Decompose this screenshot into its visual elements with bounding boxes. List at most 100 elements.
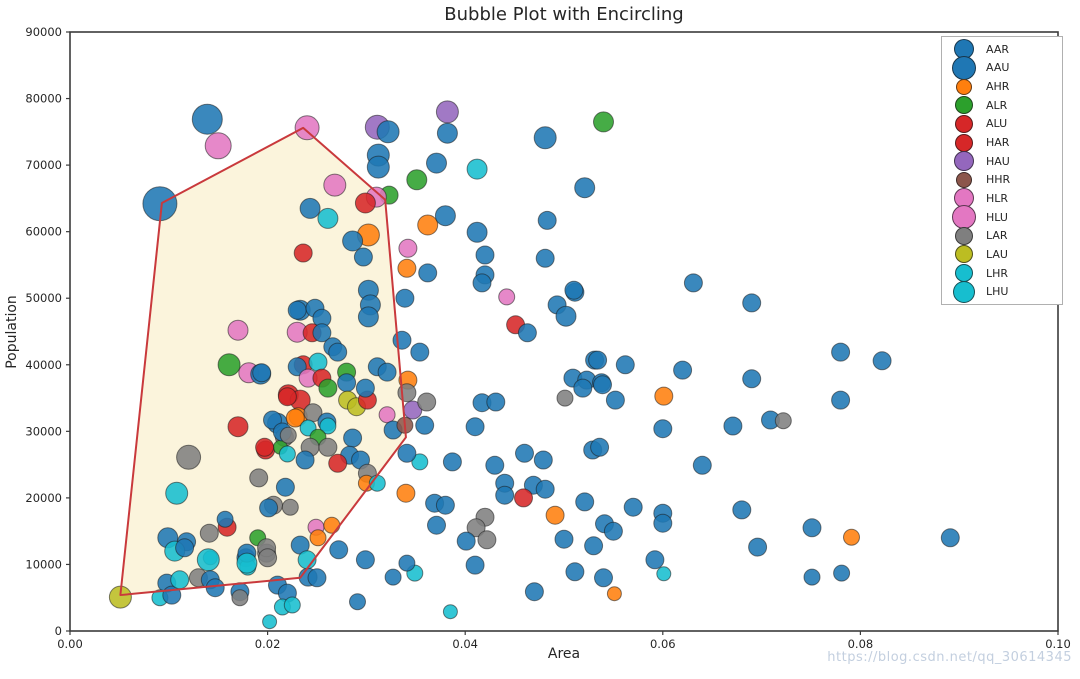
chart-title: Bubble Plot with Encircling: [444, 4, 684, 25]
y-tick-label: 80000: [25, 92, 62, 106]
legend-label-AHR: AHR: [986, 80, 1010, 94]
legend-label-AAR: AAR: [986, 42, 1009, 56]
scatter-point-AAR: [524, 582, 544, 602]
legend-marker-LAR: [955, 226, 973, 245]
legend-item-AAR: AAR: [942, 39, 1062, 60]
legend-item-AAU: AAU: [942, 55, 1062, 80]
legend-marker-cell: [942, 78, 986, 95]
scatter-point-AAU: [353, 247, 373, 267]
legend-label-ALU: ALU: [986, 117, 1008, 131]
scatter-point-ALU: [255, 437, 275, 457]
scatter-point-ALU: [328, 453, 348, 473]
scatter-point-AAR: [434, 205, 456, 227]
legend-label-LHU: LHU: [986, 285, 1009, 299]
legend-label-AAU: AAU: [986, 61, 1010, 75]
scatter-point-AAR: [673, 360, 693, 380]
legend-marker-cell: [942, 114, 986, 133]
scatter-point-AAR: [742, 293, 762, 313]
scatter-point-AAR: [653, 513, 673, 533]
legend-marker-AAU: [952, 55, 976, 80]
scatter-point-AAR: [555, 305, 577, 327]
legend-label-HAR: HAR: [986, 136, 1010, 150]
scatter-point-AAR: [748, 537, 768, 557]
watermark-url: https://blog.csdn.net/qq_30614345: [827, 650, 1072, 665]
legend-marker-cell: [942, 264, 986, 282]
scatter-point-AHR: [309, 529, 327, 547]
scatter-point-AAR: [392, 330, 412, 350]
scatter-point-AAR: [623, 497, 643, 517]
scatter-point-AAR: [485, 455, 505, 475]
scatter-point-HAR: [514, 488, 533, 508]
scatter-point-AAR: [475, 245, 495, 265]
scatter-point-AAR: [742, 369, 762, 389]
scatter-point-AAR: [565, 562, 585, 582]
scatter-point-ALR: [217, 353, 241, 377]
legend-item-HAU: HAU: [942, 151, 1062, 172]
scatter-point-AAR: [456, 531, 476, 551]
scatter-point-LAR: [281, 498, 299, 516]
scatter-point-AAR: [533, 450, 553, 470]
scatter-point-AAR: [588, 350, 608, 370]
legend-label-HAU: HAU: [986, 154, 1010, 168]
scatter-point-AAR: [803, 568, 821, 586]
scatter-point-AAR: [535, 248, 555, 268]
y-tick-label: 70000: [25, 158, 62, 172]
scatter-point-LAR: [199, 523, 219, 543]
scatter-point-AAU: [216, 510, 234, 528]
legend-label-LAU: LAU: [986, 247, 1008, 261]
scatter-point-AAR: [833, 564, 851, 582]
scatter-point-LAR: [176, 444, 202, 470]
legend-marker-ALU: [955, 114, 973, 133]
legend-item-LAU: LAU: [942, 245, 1062, 264]
scatter-point-AAR: [395, 288, 415, 308]
scatter-point-AAU: [355, 550, 375, 570]
scatter-point-LHU: [196, 548, 220, 572]
scatter-point-HLU: [204, 132, 232, 160]
scatter-point-ALU: [354, 192, 376, 214]
scatter-point-AAR: [593, 375, 612, 395]
scatter-point-AAR: [594, 568, 613, 588]
scatter-point-AAR: [384, 568, 402, 586]
scatter-point-AHR: [396, 483, 416, 503]
scatter-point-AAR: [573, 378, 593, 398]
scatter-point-LAR: [318, 437, 338, 457]
scatter-point-AAU: [410, 342, 430, 362]
scatter-point-AHR: [545, 505, 565, 525]
y-tick-label: 40000: [25, 358, 62, 372]
scatter-point-AAU: [377, 362, 397, 382]
legend-marker-cell: [942, 205, 986, 230]
scatter-point-LAR: [231, 589, 249, 607]
scatter-point-AHR: [417, 214, 439, 236]
scatter-point-HLR: [323, 173, 347, 197]
scatter-point-AAR: [831, 390, 851, 410]
scatter-point-AAR: [472, 273, 492, 293]
scatter-point-LHU: [236, 552, 258, 574]
scatter-point-AAU: [357, 306, 379, 328]
legend-label-LAR: LAR: [986, 229, 1008, 243]
scatter-point-AAR: [653, 419, 673, 439]
legend-marker-cell: [942, 55, 986, 80]
scatter-point-AAU: [312, 323, 332, 343]
y-axis-label: Population: [4, 295, 20, 369]
scatter-point-AAR: [564, 280, 584, 300]
legend-marker-cell: [942, 226, 986, 245]
scatter-point-HLU: [294, 115, 320, 141]
legend-marker-AHR: [956, 78, 972, 95]
legend-marker-cell: [942, 133, 986, 152]
scatter-point-AAU: [307, 568, 327, 588]
scatter-point-AAR: [802, 518, 822, 538]
x-axis-label: Area: [547, 646, 581, 662]
scatter-point-AHR: [323, 516, 341, 534]
scatter-point-AAR: [418, 263, 438, 283]
legend-marker-LHR: [955, 264, 973, 282]
scatter-point-LAR: [477, 530, 497, 550]
scatter-point-AHR: [397, 258, 417, 278]
scatter-point-LHR: [656, 566, 672, 582]
scatter-point-ALR: [318, 378, 338, 398]
x-tick-label: 0.10: [1045, 637, 1071, 651]
encircle-outline: [119, 126, 407, 597]
scatter-point-AAR: [533, 126, 557, 150]
y-tick-label: 60000: [25, 225, 62, 239]
